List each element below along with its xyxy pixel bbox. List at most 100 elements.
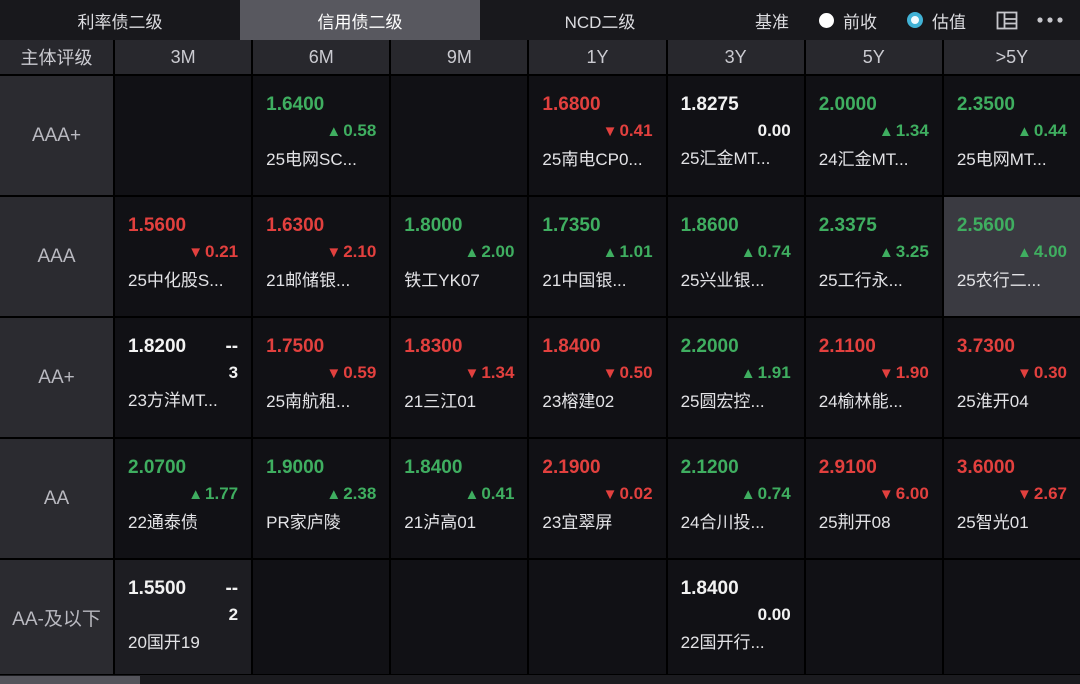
quote-value-line: 1.8400 [542,333,652,360]
up-arrow-icon: ▲ [326,123,342,140]
corner-header-rating: 主体评级 [0,40,113,74]
yield-value: 2.1100 [818,336,876,357]
bond-name: 23方洋MT... [128,391,218,410]
change-line: ▲ 0.58 [266,118,376,145]
up-arrow-icon: ▲ [188,486,204,503]
scrollbar-thumb[interactable] [0,676,140,684]
quote-cell[interactable]: 1.8300 ▼ 1.34 21三江01 [391,318,528,437]
bond-name: 25智光01 [956,513,1029,532]
quote-cell[interactable]: 3.6000 ▼ 2.67 25智光01 [943,439,1080,558]
quote-value-line: 2.9100 [819,454,929,481]
quote-cell[interactable]: 1.8400 ▼ 0.50 23榕建02 [529,318,666,437]
horizontal-scrollbar[interactable] [0,674,1080,684]
yield-value: 1.8275 [680,94,739,115]
bond-name: 25农行二... [956,271,1041,290]
tab-rates-secondary[interactable]: 利率债二级 [77,12,163,32]
rating-label: AA [0,439,113,558]
empty-cell [115,76,252,195]
bond-name: 25电网MT... [956,150,1047,169]
rating-label: AAA+ [0,76,113,195]
down-arrow-icon: ▼ [602,123,618,140]
empty-cell [391,560,528,674]
quote-cell[interactable]: 1.5600 ▼ 0.21 25中化股S... [115,197,252,316]
quote-cell[interactable]: 1.6800 ▼ 0.41 25南电CP0... [529,76,666,195]
rating-label: AA-及以下 [0,560,113,674]
quote-cell[interactable]: 2.5600 ▲ 4.00 25农行二... [943,197,1080,316]
toolbar-icons [996,11,1064,30]
more-icon[interactable] [1036,16,1064,24]
bond-name: 20国开19 [128,633,200,652]
yield-value: 1.5500 [128,578,187,599]
empty-cell [253,560,390,674]
change-line: ▲ 1.34 [819,118,929,145]
quote-value-line: 1.7350 [542,212,652,239]
quote-cell[interactable]: 1.8400 ▲ 0.41 21泸高01 [391,439,528,558]
quote-value-line: 1.8400 [681,575,791,602]
change-line: 0.00 [681,118,791,144]
change-value: 0.74 [757,484,791,503]
quote-value-line: 2.0000 [819,91,929,118]
quote-cell[interactable]: 2.2000 ▲ 1.91 25圆宏控... [667,318,804,437]
yield-value: 1.7350 [542,215,601,236]
bond-name: 22国开行... [680,633,765,652]
quote-cell[interactable]: 1.7500 ▼ 0.59 25南航租... [253,318,390,437]
tab-strip: 利率债二级 信用债二级 NCD二级 [0,0,720,40]
change-value: 0.59 [343,363,377,382]
down-arrow-icon: ▼ [188,244,204,261]
quote-cell[interactable]: 1.8200 -- 3 23方洋MT... [115,318,252,437]
top-bar: 利率债二级 信用债二级 NCD二级 基准 前收 估值 [0,0,1080,40]
radio-valuation[interactable]: 估值 [907,8,966,33]
benchmark-controls: 基准 前收 估值 [720,0,1080,40]
radio-prev-close[interactable]: 前收 [819,8,877,33]
quote-value-line: 2.1200 [681,454,791,481]
yield-value: 1.8600 [680,215,739,236]
quote-cell[interactable]: 1.7350 ▲ 1.01 21中国银... [529,197,666,316]
empty-cell [805,560,942,674]
quote-cell[interactable]: 1.8275 0.00 25汇金MT... [667,76,804,195]
quote-cell[interactable]: 3.7300 ▼ 0.30 25淮开04 [943,318,1080,437]
up-arrow-icon: ▲ [602,244,618,261]
change-value: 0.41 [619,121,653,140]
quote-cell[interactable]: 1.6300 ▼ 2.10 21邮储银... [253,197,390,316]
change-line: ▼ 0.59 [266,360,376,387]
quote-cell[interactable]: 1.8000 ▲ 2.00 铁工YK07 [391,197,528,316]
bond-name: 25淮开04 [956,392,1029,411]
down-arrow-icon: ▼ [326,365,342,382]
change-value: 1.01 [619,242,653,261]
bond-name: 25南航租... [266,392,351,411]
down-arrow-icon: ▼ [326,244,342,261]
tab-ncd-secondary[interactable]: NCD二级 [564,12,636,32]
change-line: ▲ 0.44 [957,118,1067,145]
quote-cell[interactable]: 1.6400 ▲ 0.58 25电网SC... [253,76,390,195]
bond-name: 25荆开08 [818,513,891,532]
quote-value-line: 2.5600 [957,212,1067,239]
bond-name: 铁工YK07 [404,271,480,290]
quote-cell[interactable]: 1.8600 ▲ 0.74 25兴业银... [667,197,804,316]
radio-prev-close-label: 前收 [843,12,877,32]
quote-cell[interactable]: 1.8400 0.00 22国开行... [667,560,804,674]
change-line: ▼ 1.34 [404,360,514,387]
quote-count: 3 [228,363,239,382]
quote-value-line: 1.8400 [404,454,514,481]
change-value: 1.34 [895,121,929,140]
quote-cell[interactable]: 1.9000 ▲ 2.38 PR家庐陵 [253,439,390,558]
quote-cell[interactable]: 2.1200 ▲ 0.74 24合川投... [667,439,804,558]
quote-cell[interactable]: 2.0000 ▲ 1.34 24汇金MT... [805,76,942,195]
yield-value: 2.1900 [542,457,601,478]
quote-cell[interactable]: 2.0700 ▲ 1.77 22通泰债 [115,439,252,558]
quote-cell[interactable]: 2.1900 ▼ 0.02 23宜翠屏 [529,439,666,558]
tab-credit-secondary[interactable]: 信用债二级 [240,0,480,40]
quote-cell[interactable]: 2.3375 ▲ 3.25 25工行永... [805,197,942,316]
empty-cell [943,560,1080,674]
quote-cell[interactable]: 2.1100 ▼ 1.90 24榆林能... [805,318,942,437]
yield-value: 1.8400 [680,578,739,599]
change-value: 2.38 [343,484,377,503]
bond-name: 23宜翠屏 [542,513,613,532]
quote-cell[interactable]: 2.3500 ▲ 0.44 25电网MT... [943,76,1080,195]
change-value: 0.58 [343,121,377,140]
change-value: 4.00 [1033,242,1067,261]
quote-cell[interactable]: 1.5500 -- 2 20国开19 [115,560,252,674]
quote-cell[interactable]: 2.9100 ▼ 6.00 25荆开08 [805,439,942,558]
layout-columns-icon[interactable] [996,11,1018,30]
yield-value: 1.8000 [404,215,463,236]
